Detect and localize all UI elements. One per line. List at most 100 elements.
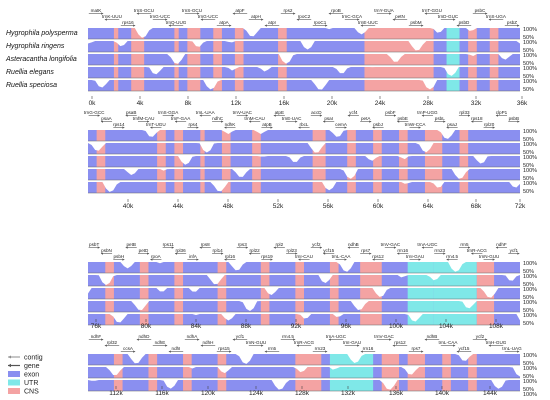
tick-label: 104k bbox=[439, 323, 454, 330]
gene-label: rbcL bbox=[300, 122, 309, 127]
cns-segment bbox=[442, 380, 451, 391]
cns-segment bbox=[424, 156, 443, 167]
cns-segment bbox=[221, 156, 231, 167]
species-track: 100% 50% bbox=[88, 366, 537, 380]
cns-segment bbox=[105, 301, 114, 312]
divergence-dip bbox=[88, 80, 520, 90]
cns-segment bbox=[260, 262, 270, 273]
tick-label: 108k bbox=[489, 323, 504, 330]
cns-segment bbox=[329, 262, 339, 273]
cns-segment bbox=[468, 28, 477, 39]
gene-label: rpoA bbox=[151, 254, 162, 259]
gene-label: ycf15 bbox=[459, 346, 470, 351]
cns-segment bbox=[157, 169, 166, 180]
cns-segment bbox=[105, 262, 114, 273]
species-track: 100% 50% bbox=[88, 181, 537, 195]
cns-segment bbox=[278, 28, 287, 39]
gene-arrowhead bbox=[347, 114, 350, 117]
exon-band bbox=[88, 182, 520, 193]
tick-label: 60k bbox=[373, 203, 384, 210]
species-name: Asteracantha longifolia bbox=[5, 56, 77, 63]
gene-label: atpH bbox=[251, 14, 261, 19]
cns-segment bbox=[399, 182, 408, 193]
gene-label: rrn23 bbox=[315, 346, 326, 351]
gene-arrowhead bbox=[273, 246, 276, 249]
gene-arrowhead bbox=[471, 120, 474, 123]
gene-arrowhead bbox=[357, 344, 360, 347]
utr-segment bbox=[433, 275, 477, 286]
cns-segment bbox=[157, 182, 166, 193]
cns-segment bbox=[174, 288, 184, 299]
gene-arrowhead bbox=[453, 18, 456, 21]
cns-segment bbox=[468, 41, 477, 52]
gene-arrowhead bbox=[517, 120, 520, 123]
cns-segment bbox=[234, 80, 244, 91]
cns-segment bbox=[217, 288, 227, 299]
gene-label: ndhD bbox=[139, 334, 151, 339]
gene-arrowhead bbox=[296, 344, 299, 347]
cns-segment bbox=[113, 28, 119, 39]
gene-arrowhead bbox=[100, 120, 103, 123]
gene-label: trnA-UGC bbox=[417, 242, 438, 247]
cns-segment bbox=[174, 169, 184, 180]
pct-label-top: 100% bbox=[523, 40, 537, 46]
pct-label-mid: 50% bbox=[523, 189, 534, 195]
gene-label: trnQ-UUG bbox=[166, 20, 187, 25]
gene-arrowhead bbox=[101, 12, 104, 15]
pct-label-mid: 50% bbox=[523, 176, 534, 182]
axis-ticks: 76k 80k 84k 88k 92k 96k 100k 104k 108k bbox=[91, 319, 504, 330]
gene-label: trnE-UAC bbox=[282, 116, 302, 121]
cns-segment bbox=[360, 288, 382, 299]
gene-label: ycf2 bbox=[312, 242, 321, 247]
gene-arrowhead bbox=[104, 18, 107, 21]
gene-label: trnS-GCU bbox=[134, 8, 154, 13]
gene-label: trnR-ACG bbox=[467, 248, 488, 253]
gene-label: trnW-CCA bbox=[405, 122, 427, 127]
gene-arrowhead bbox=[421, 24, 424, 27]
gene-annotation-row: ndhF rpl32 ccsA ndhD ndhE ndhI ndhA ndhH rps15 yc… bbox=[88, 334, 522, 353]
cns-segment bbox=[278, 80, 287, 91]
cns-segment bbox=[174, 28, 179, 39]
gene-arrowhead bbox=[298, 258, 301, 261]
gene-label: atpB bbox=[262, 122, 271, 127]
cns-segment bbox=[295, 354, 322, 365]
gene-label: rpl22 bbox=[250, 248, 261, 253]
pct-label-top: 100% bbox=[523, 142, 537, 148]
gene-arrowhead bbox=[97, 246, 100, 249]
pct-label-top: 100% bbox=[523, 181, 537, 187]
gene-label: rps14 bbox=[113, 122, 125, 127]
species-track: 100% 50% bbox=[88, 261, 537, 275]
pct-label-mid: 50% bbox=[523, 387, 534, 393]
cns-segment bbox=[476, 275, 495, 286]
gene-arrowhead bbox=[270, 126, 273, 129]
cns-segment bbox=[105, 314, 114, 325]
divergence-dip bbox=[88, 156, 520, 165]
cns-segment bbox=[234, 54, 244, 65]
species-track: 100% 50% bbox=[88, 79, 537, 93]
gene-arrowhead bbox=[264, 350, 267, 353]
pct-label-mid: 50% bbox=[523, 150, 534, 156]
pct-label-mid: 50% bbox=[523, 361, 534, 367]
cns-segment bbox=[200, 156, 205, 167]
gene-arrowhead bbox=[104, 344, 107, 347]
gene-arrowhead bbox=[196, 126, 199, 129]
cns-segment bbox=[364, 28, 434, 39]
cns-segment bbox=[234, 67, 244, 78]
pct-label-mid: 50% bbox=[523, 137, 534, 143]
cns-segment bbox=[139, 262, 149, 273]
cns-segment bbox=[234, 28, 244, 39]
cns-segment bbox=[489, 54, 499, 65]
gene-arrowhead bbox=[224, 258, 227, 261]
species-track: 100% 50% bbox=[88, 300, 537, 314]
cns-segment bbox=[113, 80, 119, 91]
cns-segment bbox=[295, 380, 322, 391]
cns-segment bbox=[252, 143, 261, 154]
gene-arrowhead bbox=[168, 350, 171, 353]
gene-label: rps3 bbox=[238, 242, 247, 247]
cns-segment bbox=[459, 130, 469, 141]
gene-arrowhead bbox=[295, 120, 298, 123]
gene-arrowhead bbox=[147, 252, 150, 255]
cns-segment bbox=[489, 28, 499, 39]
cns-segment bbox=[113, 354, 123, 365]
